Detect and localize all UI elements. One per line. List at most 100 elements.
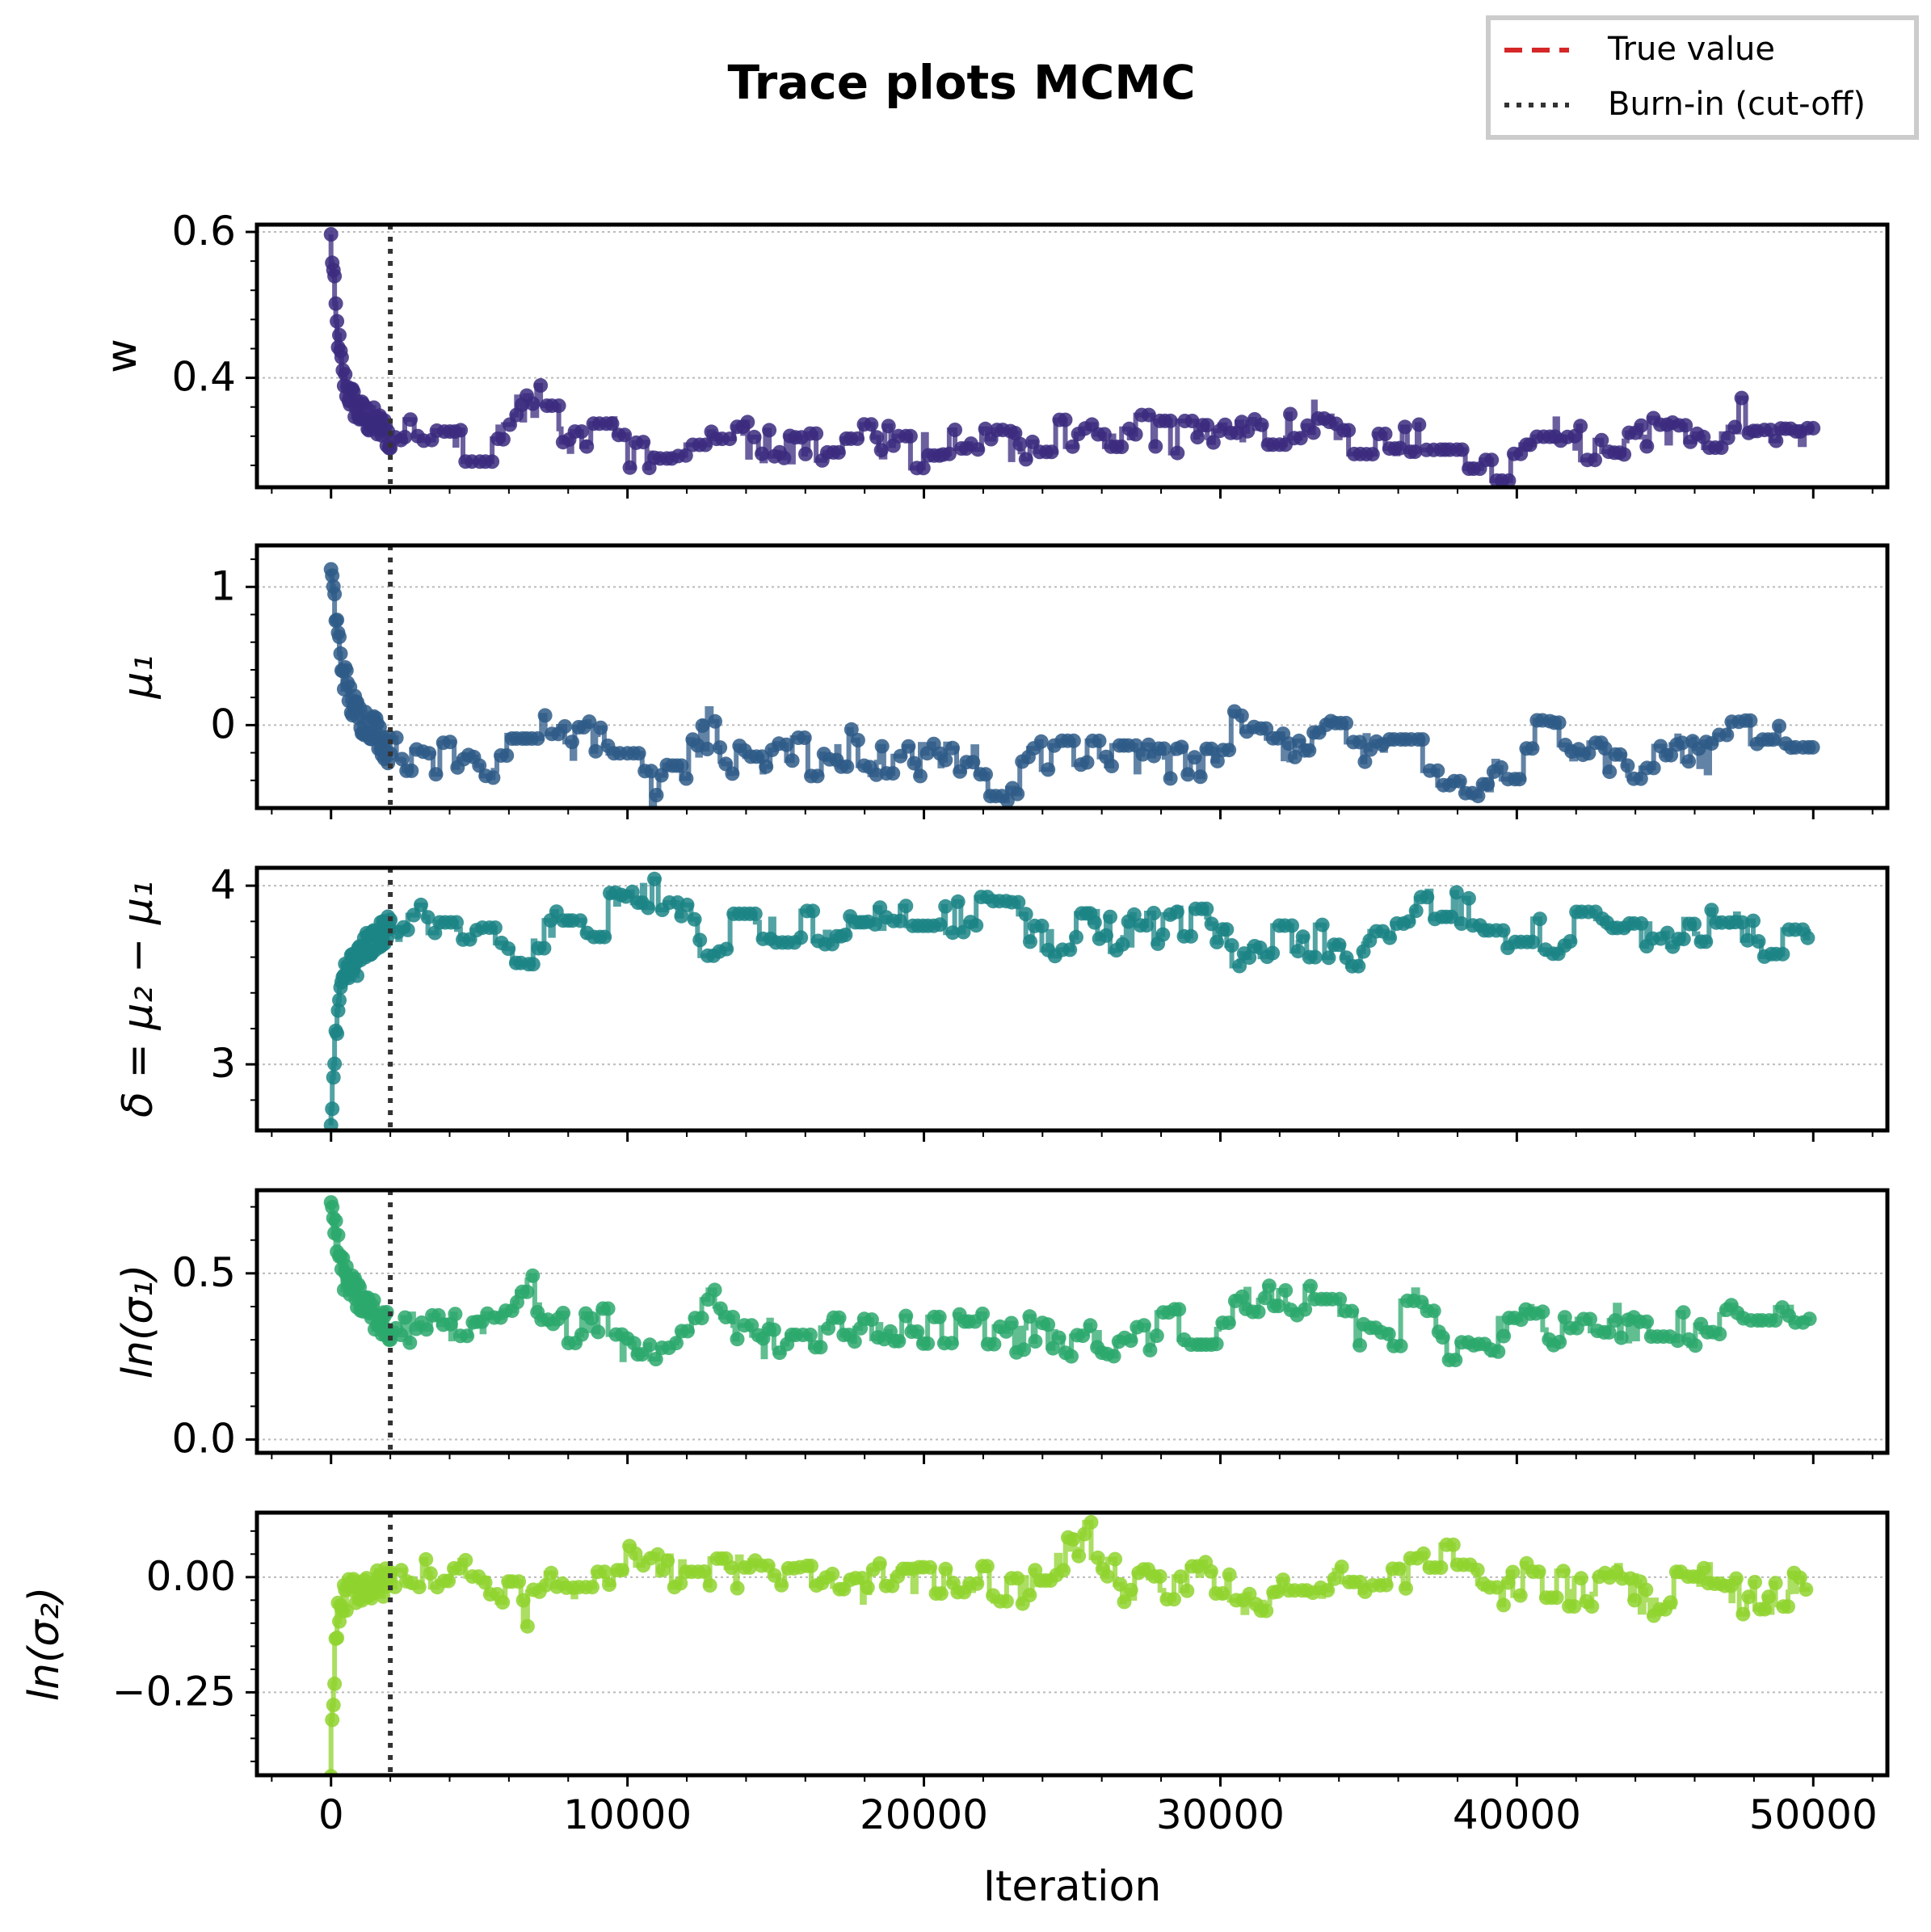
- trace-point: [515, 1593, 531, 1608]
- trace-point: [1051, 1330, 1066, 1345]
- trace-point: [458, 1552, 473, 1568]
- trace-point: [730, 1332, 745, 1347]
- trace-point: [327, 268, 343, 284]
- trace-point: [495, 431, 511, 447]
- trace-point: [1234, 708, 1249, 723]
- trace-point: [642, 1337, 658, 1353]
- trace-point: [1141, 407, 1156, 423]
- panel-0: 0.4 0.6 w: [98, 208, 1890, 499]
- trace-point: [1199, 901, 1214, 916]
- trace-point: [485, 454, 500, 469]
- trace-point: [398, 1310, 413, 1325]
- trace-point: [923, 1559, 937, 1575]
- trace-point: [330, 1026, 345, 1042]
- trace-point: [411, 1580, 427, 1595]
- trace-point: [1496, 1328, 1512, 1344]
- trace-point: [1115, 937, 1130, 952]
- trace-point: [1757, 1602, 1773, 1617]
- y-tick-label-1: 1: [210, 562, 236, 609]
- trace-point: [1028, 1334, 1043, 1349]
- trace-point: [1123, 1333, 1138, 1349]
- trace-point: [1229, 425, 1244, 440]
- trace-point: [449, 915, 464, 930]
- trace-point: [798, 446, 813, 461]
- trace-point: [1382, 930, 1398, 945]
- trace-point: [1381, 1327, 1396, 1341]
- trace-point: [1740, 932, 1755, 948]
- trace-point: [1698, 934, 1714, 949]
- trace-point: [406, 907, 422, 923]
- trace-point: [1334, 1559, 1349, 1575]
- trace-point: [913, 768, 928, 784]
- trace-point: [660, 1553, 675, 1568]
- panel-frame: [255, 222, 1890, 490]
- trace-point: [1772, 718, 1786, 734]
- trace-point: [1646, 760, 1661, 776]
- trace-point: [785, 753, 800, 768]
- x-tick-label-0: 0: [318, 1791, 344, 1838]
- trace-point: [1114, 440, 1130, 454]
- trace-point: [762, 423, 777, 438]
- trace-point: [1092, 733, 1107, 748]
- trace-point: [1045, 1341, 1061, 1356]
- trace-point: [1735, 1606, 1751, 1622]
- trace-point: [537, 708, 553, 723]
- trace-point: [1454, 916, 1469, 931]
- trace-point: [333, 646, 348, 661]
- trace-point: [327, 1056, 343, 1071]
- x-axis-label: Iteration: [983, 1863, 1162, 1911]
- trace-point: [873, 443, 889, 458]
- trace-point: [1113, 1576, 1128, 1592]
- trace-point: [1378, 427, 1393, 441]
- trace-point: [1594, 432, 1609, 448]
- trace-point: [1712, 1327, 1727, 1341]
- trace-point: [565, 734, 579, 750]
- trace-point: [1399, 1581, 1413, 1596]
- trace-point: [1480, 777, 1496, 792]
- trace-point: [525, 957, 541, 972]
- trace-point: [404, 763, 419, 778]
- trace-point: [673, 1576, 688, 1591]
- trace-point: [536, 941, 552, 956]
- trace-point: [525, 1268, 541, 1283]
- trace-point: [724, 1560, 739, 1576]
- trace-point: [597, 1564, 612, 1580]
- trace-point: [1170, 445, 1185, 461]
- trace-point: [1163, 413, 1178, 428]
- trace-point: [1235, 1289, 1250, 1304]
- trace-point: [1149, 1328, 1164, 1344]
- trace-point: [679, 771, 694, 786]
- trace-point: [1136, 1318, 1151, 1333]
- trace-point: [636, 435, 651, 450]
- trace-point: [1126, 907, 1142, 922]
- trace-point: [1535, 1304, 1550, 1320]
- trace-point: [1344, 1303, 1360, 1319]
- trace-point: [1077, 1526, 1092, 1542]
- trace-point: [1066, 733, 1081, 748]
- trace-point: [1415, 732, 1430, 747]
- trace-point: [1581, 746, 1597, 761]
- trace-point: [579, 439, 595, 454]
- trace-point: [793, 930, 809, 945]
- panel-frame: [255, 865, 1890, 1133]
- trace-point: [874, 739, 890, 754]
- trace-point: [864, 1312, 879, 1328]
- trace-point: [1746, 913, 1761, 928]
- trace-point: [1781, 1599, 1795, 1614]
- trace-point: [1152, 1568, 1167, 1584]
- trace-point: [1203, 1564, 1218, 1579]
- trace-point: [1351, 958, 1366, 974]
- trace-point: [1557, 1310, 1572, 1325]
- trace-point: [573, 913, 588, 928]
- trace-point: [1163, 771, 1178, 786]
- trace-point: [1678, 418, 1693, 433]
- trace-point: [330, 1227, 346, 1243]
- trace-point: [713, 740, 728, 756]
- trace-point: [1083, 1318, 1098, 1333]
- y-tick-label-0: 0.0: [171, 1416, 236, 1463]
- trace-point: [1445, 1537, 1461, 1552]
- trace-point: [1365, 447, 1380, 462]
- trace-point: [1720, 430, 1735, 445]
- trace-point: [1491, 1344, 1506, 1359]
